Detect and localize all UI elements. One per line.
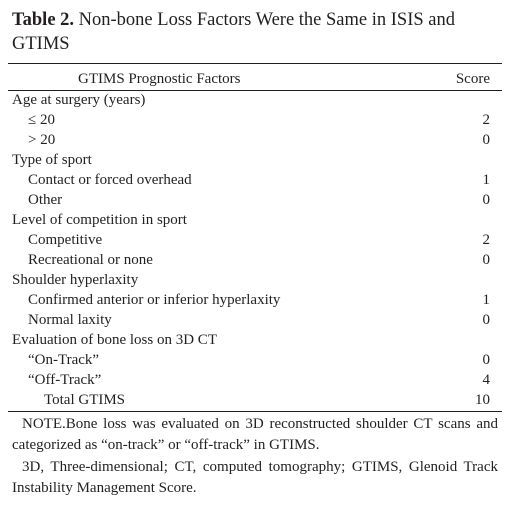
title-text: Non-bone Loss Factors Were the Same in I… [12,10,455,54]
table-title: Table 2. Non-bone Loss Factors Were the … [12,8,502,56]
notes: NOTE.Bone loss was evaluated on 3D recon… [12,414,498,500]
score: 2 [482,112,491,128]
table-row: ≤ 20 2 [12,110,490,130]
row-label: “On-Track” [28,352,100,368]
table-row: > 20 0 [12,130,490,150]
row-label: Type of sport [12,152,92,168]
row-label: “Off-Track” [28,372,102,388]
row-label: Age at surgery (years) [12,92,146,108]
table-row: Shoulder hyperlaxity [12,270,490,290]
row-label: > 20 [28,132,56,148]
note: NOTE.Bone loss was evaluated on 3D recon… [12,416,498,453]
table-row: Level of competition in sport [12,210,490,230]
row-label: Normal laxity [28,312,112,328]
score: 1 [482,292,491,308]
row-label: Recreational or none [28,252,153,268]
score: 1 [482,172,491,188]
score: 2 [482,232,491,248]
table-row: “Off-Track” 4 [12,370,490,390]
row-label: Level of competition in sport [12,212,187,228]
score: 0 [482,352,491,368]
row-label: Competitive [28,232,103,248]
table-row: Normal laxity 0 [12,310,490,330]
row-label: Contact or forced overhead [28,172,192,188]
table-row: Type of sport [12,150,490,170]
score: 0 [482,192,491,208]
table: GTIMS Prognostic Factors Score Age at surg… [12,68,490,410]
title-label: Table 2. [12,10,75,30]
table-row: Competitive 2 [12,230,490,250]
row-label: ≤ 20 [28,112,55,128]
table-row: GTIMS Prognostic Factors Score [12,68,490,90]
header-rule [8,90,502,91]
row-label: GTIMS Prognostic Factors [78,71,241,87]
score: 0 [482,312,491,328]
table-row: Age at surgery (years) [12,90,490,110]
row-label: Total GTIMS [44,392,126,408]
table-row: Recreational or none 0 [12,250,490,270]
note: 3D, Three-dimensional; CT, computed tomo… [12,459,498,496]
score: 0 [482,132,491,148]
bottom-rule [8,411,502,412]
row-label: Other [28,192,63,208]
score: Score [455,71,490,87]
table-row: Confirmed anterior or inferior hyperlaxi… [12,290,490,310]
row-label: Evaluation of bone loss on 3D CT [12,332,217,348]
table-row: Evaluation of bone loss on 3D CT [12,330,490,350]
table-row: “On-Track” 0 [12,350,490,370]
table-row: Total GTIMS 10 [12,390,490,410]
score: 0 [482,252,491,268]
table-row: Other 0 [12,190,490,210]
row-label: Shoulder hyperlaxity [12,272,139,288]
top-rule [8,63,502,64]
score: 10 [475,392,490,408]
table-row: Contact or forced overhead 1 [12,170,490,190]
row-label: Confirmed anterior or inferior hyperlaxi… [28,292,281,308]
score: 4 [482,372,491,388]
